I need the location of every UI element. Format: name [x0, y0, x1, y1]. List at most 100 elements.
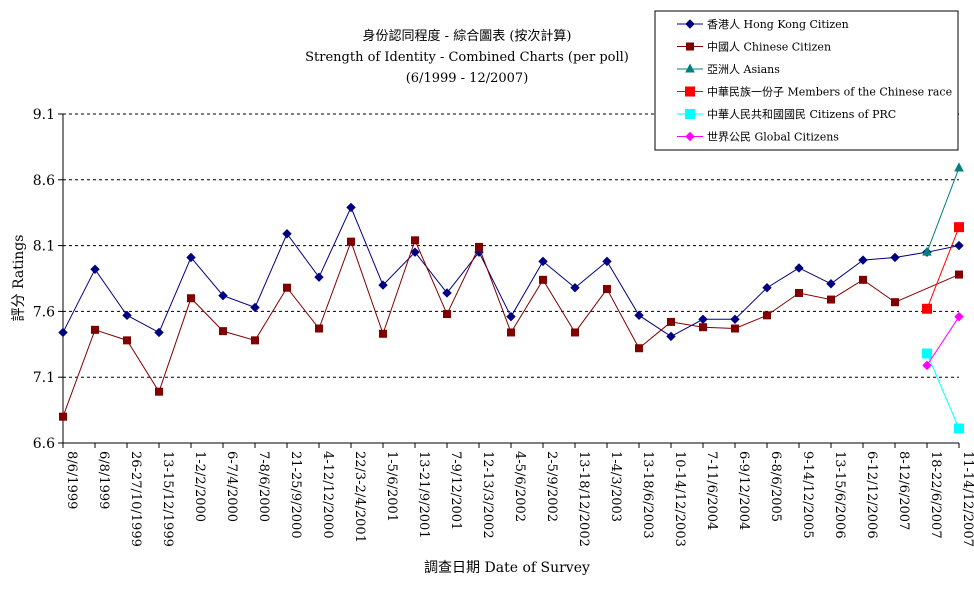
data-point — [635, 344, 643, 353]
data-point — [730, 314, 740, 325]
data-point — [58, 327, 68, 338]
data-point — [219, 327, 227, 336]
data-point — [667, 317, 675, 326]
data-point — [155, 387, 163, 396]
data-point — [59, 412, 67, 421]
x-tick-label: 12-13/3/2002 — [480, 451, 495, 539]
y-tick-label: 8.6 — [33, 173, 55, 189]
data-point — [731, 324, 739, 333]
legend-box — [654, 10, 959, 151]
data-point — [507, 328, 515, 337]
data-point — [794, 263, 804, 273]
data-point — [154, 327, 164, 338]
data-point — [314, 272, 324, 282]
x-tick-label: 1-2/2/2000 — [192, 451, 207, 522]
data-point — [698, 314, 708, 325]
x-tick-label: 13-15/6/2006 — [832, 451, 847, 539]
data-point — [795, 288, 803, 297]
data-point — [442, 288, 452, 298]
legend-label: 亞洲人 Asians — [707, 63, 780, 76]
data-point — [954, 311, 964, 322]
y-tick-label: 6.6 — [33, 436, 55, 452]
data-point — [91, 325, 99, 334]
series-layer — [58, 162, 964, 434]
series-line — [62, 238, 960, 417]
data-point — [282, 229, 292, 239]
y-tick-label: 9.1 — [33, 107, 55, 123]
legend-label: 中華民族一份子 Members of the Chinese race — [707, 85, 952, 99]
data-point — [763, 311, 771, 320]
data-point — [858, 255, 868, 265]
x-tick-label: 18-22/6/2007 — [928, 451, 943, 539]
chart-title: 身份認同程度 - 綜合圖表 (按次計算) — [363, 28, 572, 44]
series-line — [926, 316, 960, 366]
data-point — [283, 283, 291, 292]
data-point — [315, 324, 323, 333]
x-tick-label: 6-8/6/2005 — [768, 451, 783, 522]
data-point — [685, 86, 695, 97]
data-point — [475, 242, 483, 251]
y-tick-label: 7.6 — [33, 304, 55, 320]
data-point — [955, 270, 963, 279]
series-group — [58, 202, 964, 342]
data-point — [378, 280, 388, 290]
x-tick-label: 11-14/12/2007 — [960, 451, 974, 547]
data-point — [539, 275, 547, 284]
x-tick-label: 7-11/6/2004 — [704, 451, 719, 530]
series-group — [922, 222, 964, 314]
series-group — [59, 236, 963, 421]
series-group — [922, 162, 964, 256]
data-point — [954, 240, 964, 251]
data-point — [634, 310, 644, 321]
data-point — [122, 310, 132, 321]
data-point — [443, 310, 451, 319]
series-group — [922, 348, 964, 434]
data-point — [123, 336, 131, 345]
data-point — [890, 252, 900, 263]
data-point — [922, 348, 932, 359]
x-tick-label: 22/3-2/4/2001 — [352, 451, 367, 543]
data-point — [686, 42, 694, 51]
x-tick-label: 6/8/1999 — [96, 451, 111, 509]
data-point — [347, 237, 355, 246]
chart-subtitle-line-1: Strength of Identity - Combined Charts (… — [305, 50, 629, 65]
data-point — [922, 303, 932, 314]
data-point — [571, 328, 579, 337]
data-point — [603, 285, 611, 294]
data-point — [922, 246, 932, 256]
data-point — [666, 331, 676, 342]
legend-label: 世界公民 Global Citizens — [707, 131, 839, 144]
legend-label: 中國人 Chinese Citizen — [707, 41, 831, 54]
chart-subtitle-line-2: (6/1999 - 12/2007) — [406, 71, 529, 86]
x-tick-label: 13-15/12/1999 — [160, 451, 175, 547]
data-point — [685, 109, 695, 119]
x-tick-label: 7-8/6/2000 — [256, 451, 271, 522]
legend-label: 中華人民共和國國民 Citizens of PRC — [707, 108, 896, 121]
data-point — [891, 298, 899, 307]
data-point — [922, 360, 932, 371]
x-tick-label: 6-12/12/2006 — [864, 451, 879, 539]
data-point — [570, 283, 580, 293]
data-point — [827, 295, 835, 304]
x-tick-label: 4-12/12/2000 — [320, 451, 335, 539]
x-tick-label: 13-18/12/2002 — [576, 451, 591, 547]
y-axis-title: 評分 Ratings — [11, 235, 27, 322]
data-point — [685, 19, 695, 29]
data-point — [346, 202, 356, 213]
x-tick-label: 1-4/3/2003 — [608, 451, 623, 522]
data-point — [90, 264, 100, 274]
data-point — [410, 247, 420, 257]
y-axis-ticks: 9.1 8.6 8.1 7.6 7.1 6.6 — [33, 107, 64, 452]
data-point — [762, 283, 772, 293]
x-tick-label: 9-14/12/2005 — [800, 451, 815, 539]
data-point — [411, 236, 419, 245]
data-point — [954, 423, 964, 434]
series-line — [926, 226, 960, 309]
x-tick-label: 13-18/6/2003 — [640, 451, 655, 539]
data-point — [186, 252, 196, 263]
y-tick-label: 7.1 — [33, 370, 55, 386]
data-point — [187, 294, 195, 303]
x-tick-label: 6-7/4/2000 — [224, 451, 239, 522]
x-tick-label: 1-5/6/2001 — [384, 451, 399, 522]
